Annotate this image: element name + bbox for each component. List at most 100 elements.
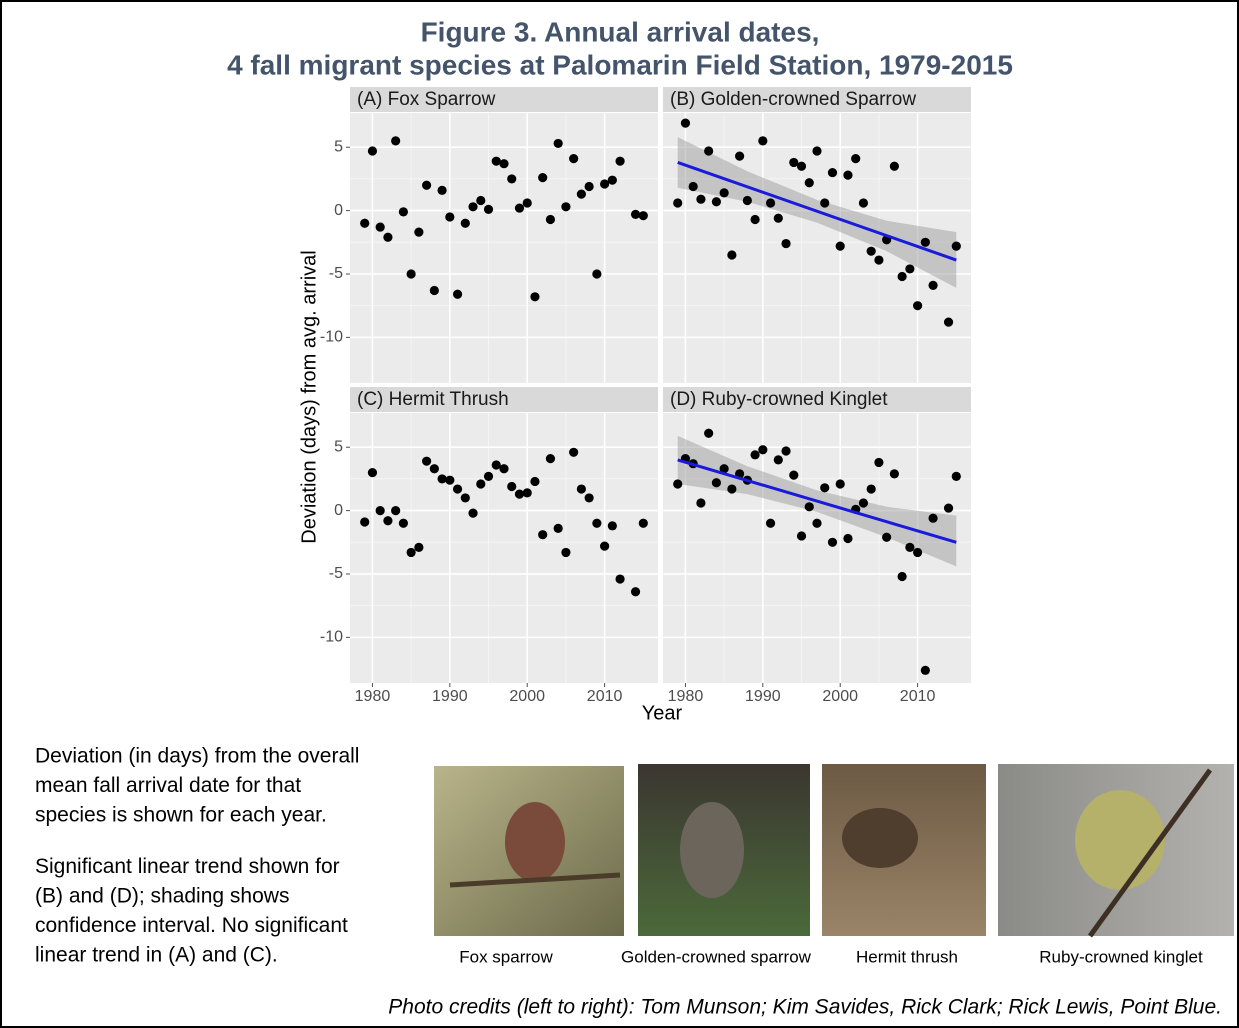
point [735,151,744,160]
point [750,450,759,459]
point [781,239,790,248]
x-tick-label: 2000 [822,688,858,705]
point [530,292,539,301]
point [530,477,539,486]
point [437,474,446,483]
point [461,493,470,502]
point [843,171,852,180]
x-tick-label: 2010 [587,688,623,705]
point [712,197,721,206]
point [836,241,845,250]
point [376,222,385,231]
point [445,476,454,485]
y-tick-label: 5 [334,438,343,455]
point [554,524,563,533]
point [414,543,423,552]
point [704,146,713,155]
point [453,290,462,299]
point [445,212,454,221]
point [383,516,392,525]
point [407,269,416,278]
point [913,301,922,310]
point [921,666,930,675]
point [820,483,829,492]
note-line: (B) and (D); shading shows [35,885,289,908]
point [600,541,609,550]
point [867,484,876,493]
point [422,181,431,190]
point [523,488,532,497]
point [774,214,783,223]
photo-credits: Photo credits (left to right): Tom Munso… [388,996,1222,1019]
bird [505,802,565,882]
point [585,493,594,502]
point [812,519,821,528]
bird [680,802,744,898]
panel-title: (A) Fox Sparrow [357,89,496,110]
point [689,182,698,191]
x-tick-label: 1980 [355,688,391,705]
point [615,157,624,166]
y-tick-label: -10 [320,329,343,346]
panel [350,113,658,383]
point [608,521,617,530]
point [882,533,891,542]
point [859,198,868,207]
title-line: Figure 3. Annual arrival dates, [421,16,820,47]
point [391,506,400,515]
photo-caption: Hermit thrush [856,947,958,966]
point [890,469,899,478]
y-tick-label: -5 [329,265,343,282]
point [546,454,555,463]
point [422,457,431,466]
point [631,587,640,596]
point [812,146,821,155]
point [836,479,845,488]
point [476,196,485,205]
point [569,154,578,163]
point [944,318,953,327]
point [712,478,721,487]
point [898,572,907,581]
point [615,574,624,583]
point [890,162,899,171]
point [720,188,729,197]
note-line: Significant linear trend shown for [35,855,340,878]
point [437,186,446,195]
photo-caption: Ruby-crowned kinglet [1039,947,1203,966]
point [577,484,586,493]
point [468,202,477,211]
point [631,210,640,219]
note-line: confidence interval. No significant [35,914,348,937]
point [805,502,814,511]
point [874,458,883,467]
point [805,178,814,187]
point [758,136,767,145]
point [383,233,392,242]
x-tick-label: 1990 [745,688,781,705]
y-tick-label: 0 [334,202,343,219]
point [507,174,516,183]
point [696,498,705,507]
point [797,531,806,540]
y-tick-label: 5 [334,138,343,155]
point [952,241,961,250]
point [368,146,377,155]
point [704,429,713,438]
point [507,482,516,491]
point [608,176,617,185]
point [592,519,601,528]
point [476,479,485,488]
y-tick-label: 0 [334,502,343,519]
point [484,472,493,481]
point [696,195,705,204]
point [461,219,470,228]
point [430,286,439,295]
point [859,498,868,507]
point [515,490,524,499]
point [774,455,783,464]
panel-title: (D) Ruby-crowned Kinglet [670,389,888,410]
title-line: 4 fall migrant species at Palomarin Fiel… [227,49,1013,80]
point [673,479,682,488]
point [585,182,594,191]
